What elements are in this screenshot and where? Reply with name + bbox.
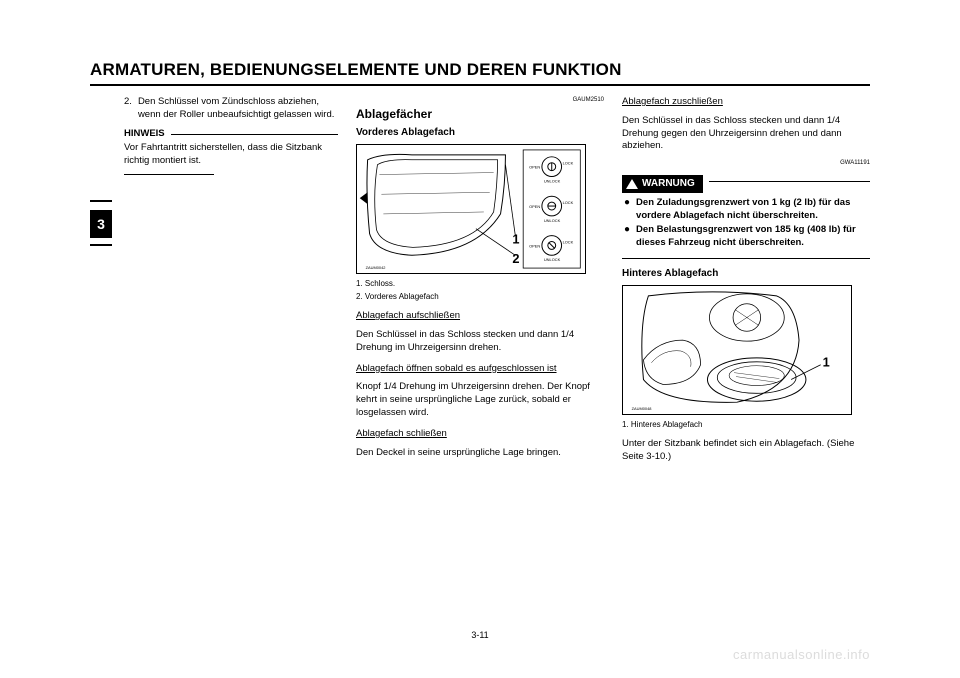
doc-code: GAUM2510 — [356, 96, 604, 104]
body-text: Den Schlüssel in das Schloss stecken und… — [356, 329, 604, 355]
bullet-icon: ● — [624, 224, 630, 250]
warning-triangle-icon — [626, 179, 638, 189]
hint-heading-row: HINWEIS — [124, 128, 338, 141]
figure-callout-2: 2 — [512, 251, 519, 266]
page-number: 3-11 — [0, 630, 960, 640]
list-item: 2. Den Schlüssel vom Zündschloss abziehe… — [124, 96, 338, 122]
chapter-tab-rule — [90, 200, 112, 202]
doc-code: GWA11191 — [622, 159, 870, 167]
body-text: Knopf 1/4 Drehung im Uhrzeigersinn drehe… — [356, 381, 604, 419]
column-3: Ablagefach zuschließen Den Schlüssel in … — [622, 96, 870, 469]
svg-text:LOCK: LOCK — [563, 160, 574, 165]
figure-front-compartment: OPEN LOCK UNLOCK OPEN LOCK UNLOCK OPEN LOCK… — [356, 144, 586, 274]
svg-text:UNLOCK: UNLOCK — [544, 178, 561, 183]
body-text: Vor Fahrtantritt sicherstellen, dass die… — [124, 142, 338, 168]
chapter-tab-rule — [90, 244, 112, 246]
svg-text:UNLOCK: UNLOCK — [544, 257, 561, 262]
svg-text:OPEN: OPEN — [529, 164, 540, 169]
list-text: Den Zuladungsgrenzwert von 1 kg (2 lb) f… — [636, 197, 870, 223]
list-number: 2. — [124, 96, 132, 122]
body-text: Den Deckel in seine ursprüngliche Lage b… — [356, 447, 604, 460]
warning-label: WARNUNG — [642, 177, 695, 191]
page-title: ARMATUREN, BEDIENUNGSELEMENTE UND DEREN … — [90, 60, 870, 80]
svg-text:ZAUM0048: ZAUM0048 — [632, 406, 653, 411]
figure-rear-compartment: 1 ZAUM0048 — [622, 285, 852, 415]
inline-heading: Ablagefach öffnen sobald es aufgeschloss… — [356, 363, 557, 374]
page: ARMATUREN, BEDIENUNGSELEMENTE UND DEREN … — [0, 0, 960, 678]
figure-svg: 1 ZAUM0048 — [623, 286, 851, 414]
figure-callout-1: 1 — [823, 354, 830, 369]
body-text: Unter der Sitzbank befindet sich ein Abl… — [622, 438, 870, 464]
sub-heading: Vorderes Ablagefach — [356, 126, 604, 140]
warning-heading-row: WARNUNG — [622, 169, 870, 193]
section-heading: Ablagefächer — [356, 106, 604, 122]
body-text: Den Schlüssel in das Schloss stecken und… — [622, 115, 870, 153]
chapter-tab: 3 — [90, 210, 112, 238]
horizontal-rule — [171, 134, 338, 135]
figure-caption-list: 1. Hinteres Ablagefach — [622, 419, 870, 430]
inline-heading: Ablagefach schließen — [356, 428, 447, 439]
list-text: Den Belastungsgrenzwert von 185 kg (408 … — [636, 224, 870, 250]
list-item: ● Den Zuladungsgrenzwert von 1 kg (2 lb)… — [624, 197, 870, 223]
figure-caption: 1. Hinteres Ablagefach — [622, 419, 870, 430]
inline-heading: Ablagefach zuschließen — [622, 96, 723, 107]
sub-heading: Hinteres Ablagefach — [622, 267, 870, 281]
hint-label: HINWEIS — [124, 128, 165, 141]
svg-text:OPEN: OPEN — [529, 243, 540, 248]
column-1: 2. Den Schlüssel vom Zündschloss abziehe… — [90, 96, 338, 469]
horizontal-rule — [709, 181, 870, 182]
svg-text:ZAUM0042: ZAUM0042 — [366, 265, 386, 270]
list-item: ● Den Belastungsgrenzwert von 185 kg (40… — [624, 224, 870, 250]
column-2: GAUM2510 Ablagefächer Vorderes Ablagefac… — [356, 96, 604, 469]
figure-svg: OPEN LOCK UNLOCK OPEN LOCK UNLOCK OPEN LOCK… — [357, 145, 585, 273]
watermark: carmanualsonline.info — [733, 647, 870, 662]
horizontal-rule — [124, 174, 214, 175]
figure-caption: 2. Vorderes Ablagefach — [356, 291, 604, 302]
svg-text:LOCK: LOCK — [563, 239, 574, 244]
figure-caption: 1. Schloss. — [356, 278, 604, 289]
figure-callout-1: 1 — [512, 231, 519, 246]
svg-text:UNLOCK: UNLOCK — [544, 218, 561, 223]
warning-badge: WARNUNG — [622, 175, 703, 193]
svg-text:OPEN: OPEN — [529, 204, 540, 209]
bullet-icon: ● — [624, 197, 630, 223]
content-columns: 2. Den Schlüssel vom Zündschloss abziehe… — [90, 96, 870, 469]
inline-heading: Ablagefach aufschließen — [356, 310, 460, 321]
list-text: Den Schlüssel vom Zündschloss abziehen, … — [138, 96, 338, 122]
warning-bullet-list: ● Den Zuladungsgrenzwert von 1 kg (2 lb)… — [622, 197, 870, 259]
figure-caption-list: 1. Schloss. 2. Vorderes Ablagefach — [356, 278, 604, 302]
svg-text:LOCK: LOCK — [563, 200, 574, 205]
page-header: ARMATUREN, BEDIENUNGSELEMENTE UND DEREN … — [90, 60, 870, 86]
